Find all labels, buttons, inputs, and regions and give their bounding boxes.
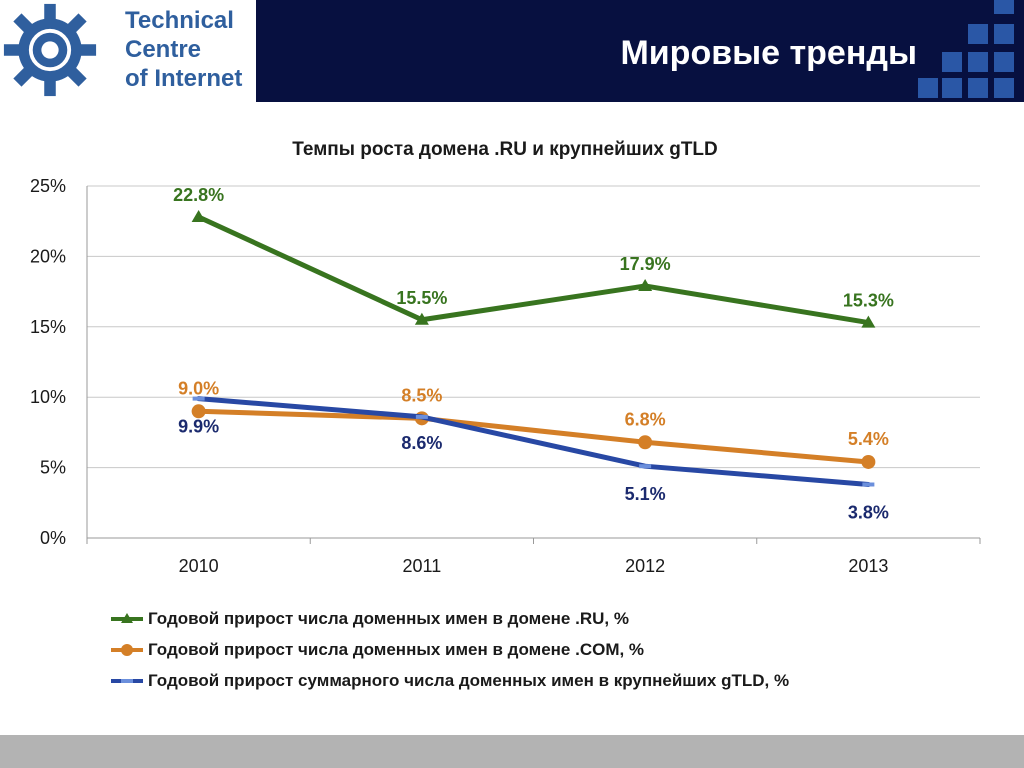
data-label-gtld: 9.9% bbox=[178, 417, 219, 437]
data-label-ru: 15.5% bbox=[396, 288, 447, 308]
x-tick-label: 2010 bbox=[179, 556, 219, 576]
legend-label-com: Годовой прирост числа доменных имен в до… bbox=[148, 640, 645, 659]
data-label-com: 8.5% bbox=[401, 385, 442, 405]
data-label-gtld: 5.1% bbox=[625, 484, 666, 504]
x-tick-label: 2013 bbox=[848, 556, 888, 576]
y-tick-label: 20% bbox=[30, 246, 66, 266]
data-point-com bbox=[861, 454, 876, 469]
legend-circle-marker-icon bbox=[111, 644, 143, 656]
x-tick-label: 2012 bbox=[625, 556, 665, 576]
y-tick-label: 25% bbox=[30, 176, 66, 196]
y-tick-label: 15% bbox=[30, 317, 66, 337]
data-point-ru bbox=[414, 312, 429, 325]
data-label-gtld: 3.8% bbox=[848, 502, 889, 522]
y-tick-label: 10% bbox=[30, 387, 66, 407]
series-line-ru bbox=[196, 214, 871, 326]
slide-title: Мировые тренды bbox=[620, 34, 917, 72]
data-label-com: 6.8% bbox=[625, 409, 666, 429]
data-label-ru: 17.9% bbox=[620, 254, 671, 274]
legend-dash-marker-icon bbox=[111, 679, 143, 683]
data-point-ru bbox=[638, 278, 653, 291]
series-line-com bbox=[196, 408, 871, 465]
gear-logo-icon bbox=[3, 3, 97, 97]
data-point-ru bbox=[861, 315, 876, 328]
data-point-ru bbox=[191, 209, 206, 222]
legend-label-ru: Годовой прирост числа доменных имен в до… bbox=[148, 609, 629, 628]
legend-label-gtld: Годовой прирост суммарного числа доменны… bbox=[148, 671, 790, 690]
decorative-squares bbox=[918, 0, 1014, 98]
data-label-ru: 15.3% bbox=[843, 291, 894, 311]
logo-line-2: Centre bbox=[125, 36, 202, 63]
data-label-com: 5.4% bbox=[848, 429, 889, 449]
data-point-com bbox=[191, 404, 206, 419]
chart-title: Темпы роста домена .RU и крупнейших gTLD bbox=[292, 139, 718, 160]
data-point-com bbox=[638, 435, 653, 450]
logo-text: Technical Centre of Internet bbox=[125, 6, 255, 93]
logo: Technical Centre of Internet bbox=[0, 0, 256, 102]
y-tick-label: 0% bbox=[40, 528, 66, 548]
legend-triangle-marker-icon bbox=[111, 613, 143, 623]
line-chart: 0% 5% 10% 15% 20% 25% 2010 2011 2012 2013 22.8% 15.… bbox=[30, 176, 981, 576]
x-tick-label: 2011 bbox=[403, 556, 442, 576]
logo-line-3: of Internet bbox=[125, 65, 243, 92]
data-label-com: 9.0% bbox=[178, 378, 219, 398]
y-tick-label: 5% bbox=[40, 458, 66, 478]
series-line-gtld bbox=[196, 396, 871, 487]
data-label-ru: 22.8% bbox=[173, 185, 224, 205]
footer-bar bbox=[0, 735, 1024, 768]
logo-line-1: Technical bbox=[125, 7, 234, 34]
data-label-gtld: 8.6% bbox=[401, 433, 442, 453]
header-bar: Technical Centre of Internet Мировые тре… bbox=[0, 0, 1024, 102]
